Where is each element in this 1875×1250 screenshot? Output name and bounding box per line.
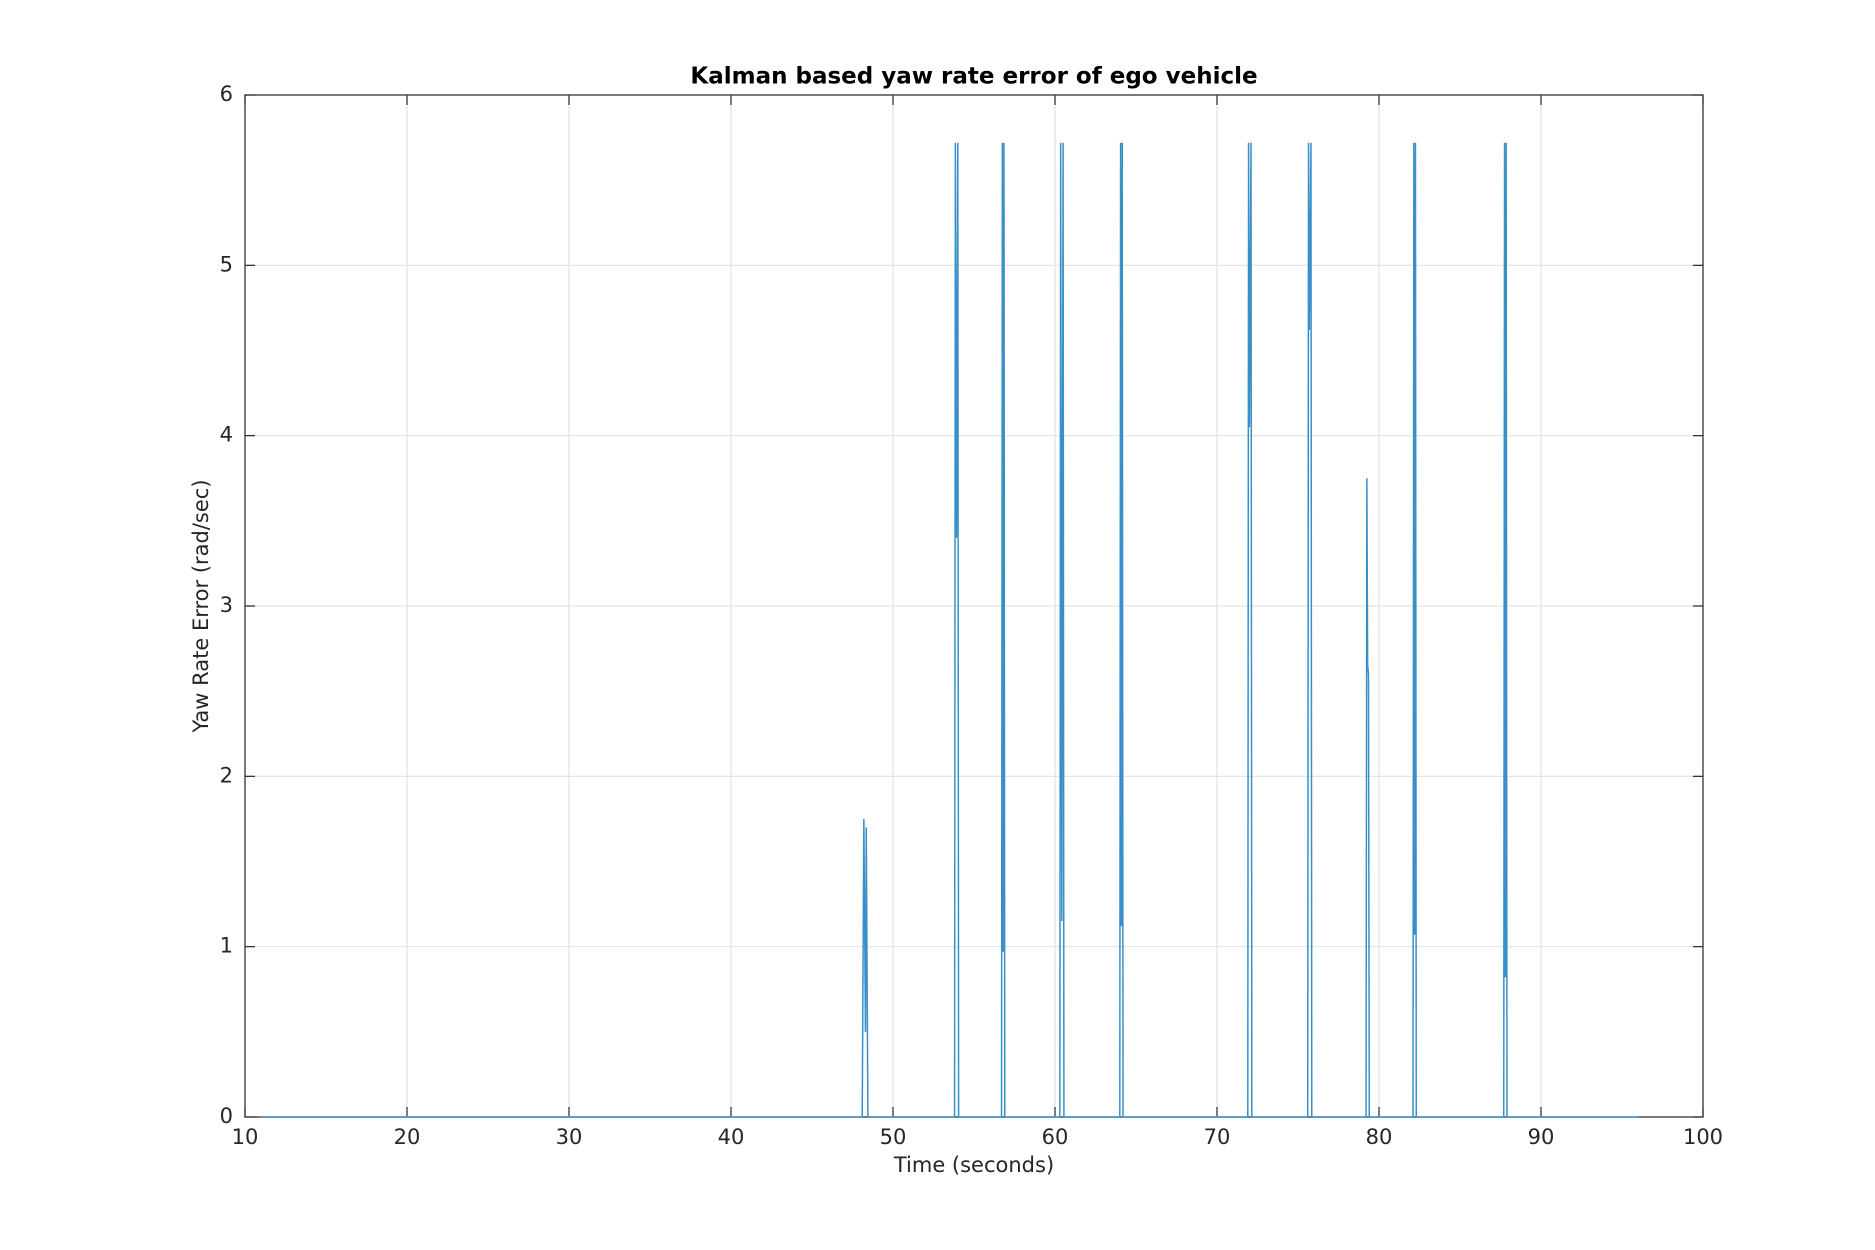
y-tick-label: 3	[220, 593, 233, 617]
y-tick-label: 2	[220, 763, 233, 787]
x-tick-label: 60	[1042, 1125, 1069, 1149]
y-tick-label: 4	[220, 423, 233, 447]
x-tick-label: 20	[394, 1125, 421, 1149]
x-axis-label: Time (seconds)	[893, 1153, 1054, 1177]
x-tick-label: 90	[1528, 1125, 1555, 1149]
x-tick-label: 30	[556, 1125, 583, 1149]
x-tick-label: 80	[1366, 1125, 1393, 1149]
data-line	[261, 142, 1639, 1118]
y-tick-label: 6	[220, 82, 233, 106]
y-tick-label: 1	[220, 934, 233, 958]
y-axis-label: Yaw Rate Error (rad/sec)	[189, 479, 213, 733]
y-tick-label: 0	[220, 1104, 233, 1128]
x-tick-label: 70	[1204, 1125, 1231, 1149]
x-tick-label: 50	[880, 1125, 907, 1149]
x-tick-label: 40	[718, 1125, 745, 1149]
chart-title: Kalman based yaw rate error of ego vehic…	[690, 64, 1257, 90]
x-tick-label: 10	[232, 1125, 259, 1149]
x-tick-label: 100	[1683, 1125, 1723, 1149]
y-tick-label: 5	[220, 252, 233, 276]
